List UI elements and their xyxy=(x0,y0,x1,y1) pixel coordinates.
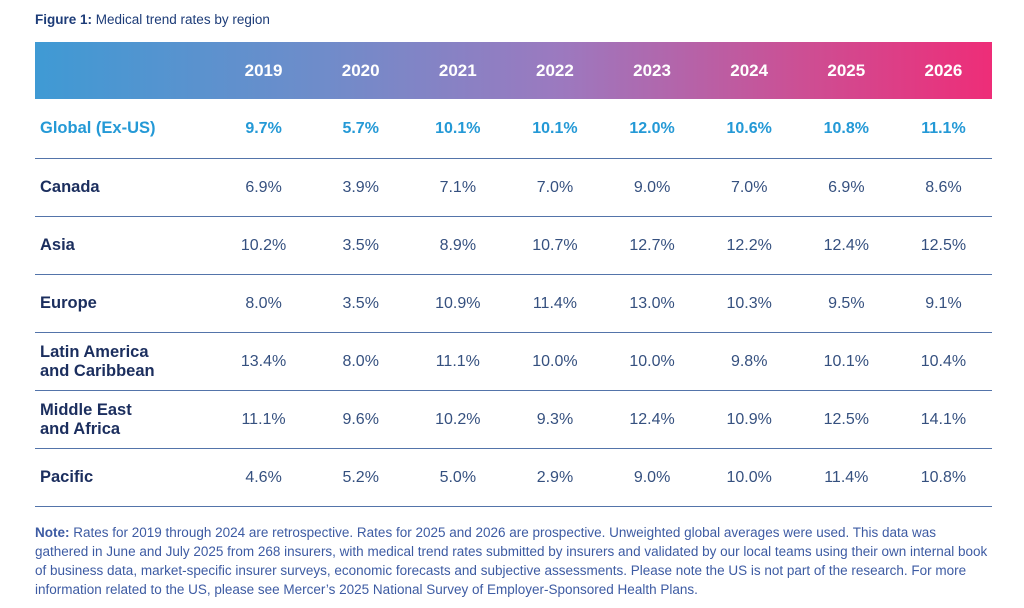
figure-number-label: Figure 1: xyxy=(35,12,93,27)
footnote-label: Note: xyxy=(35,525,70,540)
region-label: Latin America and Caribbean xyxy=(40,342,155,380)
rate-value: 7.0% xyxy=(536,178,574,196)
rate-value: 10.1% xyxy=(532,119,578,137)
rate-value: 7.1% xyxy=(439,178,477,196)
region-label: Middle East and Africa xyxy=(40,400,132,438)
rate-value: 5.0% xyxy=(439,468,477,486)
rate-value: 11.1% xyxy=(435,352,480,370)
rate-value: 5.2% xyxy=(342,468,379,486)
rate-value: 2.9% xyxy=(536,468,574,486)
rate-value: 10.3% xyxy=(726,294,772,312)
rate-value: 9.0% xyxy=(633,178,671,196)
rate-value: 9.8% xyxy=(730,352,768,370)
year-column-header: 2026 xyxy=(924,60,963,80)
table-body: Global (Ex-US) 9.7% 5.7% 10.1% 10.1% 12.0% 10.… xyxy=(35,99,992,507)
rate-value: 10.2% xyxy=(240,236,287,254)
table-header-row: 2019 2020 2021 2022 2023 2024 2025 2026 xyxy=(35,42,992,99)
rate-value: 9.1% xyxy=(925,294,962,312)
rate-value: 9.7% xyxy=(245,119,282,137)
rate-value: 10.0% xyxy=(726,468,772,486)
rate-value: 12.5% xyxy=(823,410,869,428)
region-label: Europe xyxy=(40,294,97,313)
rate-value: 11.4% xyxy=(824,468,869,486)
rate-value: 3.9% xyxy=(342,178,379,196)
rate-value: 10.4% xyxy=(920,352,967,370)
table-row: Asia 10.2% 3.5% 8.9% 10.7% 12.7% 12.2% 12.4% 12.… xyxy=(35,217,992,275)
rate-value: 10.8% xyxy=(920,468,967,486)
rate-value: 12.0% xyxy=(629,119,675,137)
rate-value: 8.0% xyxy=(245,294,282,312)
year-column-header: 2024 xyxy=(730,60,769,80)
medical-trend-table: 2019 2020 2021 2022 2023 2024 2025 2026 Global … xyxy=(35,42,992,507)
figure-caption: Medical trend rates by region xyxy=(92,12,270,27)
figure-title: Figure 1: Medical trend rates by region xyxy=(35,12,992,27)
rate-value: 8.6% xyxy=(925,178,962,196)
rate-value: 11.4% xyxy=(532,294,578,312)
table-row: Middle East and Africa 11.1% 9.6% 10.2% 9.3%… xyxy=(35,391,992,449)
rate-value: 12.4% xyxy=(629,410,675,428)
rate-value: 10.6% xyxy=(726,119,772,137)
rate-value: 8.9% xyxy=(439,236,477,254)
rate-value: 3.5% xyxy=(342,236,379,254)
rate-value: 11.1% xyxy=(241,410,286,428)
year-column-header: 2020 xyxy=(341,60,380,80)
rate-value: 10.0% xyxy=(532,352,578,370)
year-column-header: 2021 xyxy=(438,60,477,80)
rate-value: 6.9% xyxy=(245,178,282,196)
rate-value: 10.8% xyxy=(823,119,869,137)
rate-value: 13.0% xyxy=(629,294,675,312)
table-row: Global (Ex-US) 9.7% 5.7% 10.1% 10.1% 12.0% 10.… xyxy=(35,99,992,159)
region-label: Canada xyxy=(40,178,100,197)
rate-value: 9.3% xyxy=(536,410,574,428)
rate-value: 10.1% xyxy=(823,352,869,370)
rate-value: 14.1% xyxy=(920,410,967,428)
year-column-header: 2022 xyxy=(536,60,574,80)
rate-value: 11.1% xyxy=(921,119,966,137)
rate-value: 13.4% xyxy=(240,352,287,370)
year-column-header: 2023 xyxy=(633,60,671,80)
rate-value: 10.9% xyxy=(726,410,772,428)
rate-value: 8.0% xyxy=(342,352,379,370)
rate-value: 10.0% xyxy=(629,352,675,370)
rate-value: 12.5% xyxy=(920,236,967,254)
rate-value: 4.6% xyxy=(245,468,282,486)
rate-value: 12.4% xyxy=(823,236,869,254)
rate-value: 10.9% xyxy=(435,294,481,312)
rate-value: 10.2% xyxy=(435,410,481,428)
footnote-text: Rates for 2019 through 2024 are retrospe… xyxy=(35,525,988,598)
rate-value: 12.7% xyxy=(629,236,675,254)
region-label: Global (Ex-US) xyxy=(40,119,156,138)
region-label: Pacific xyxy=(40,468,94,487)
table-row: Latin America and Caribbean 13.4% 8.0% 11.1… xyxy=(35,333,992,391)
table-row: Pacific 4.6% 5.2% 5.0% 2.9% 9.0% 10.0% 11.4% 10.… xyxy=(35,449,992,507)
footnote: Note: Rates for 2019 through 2024 are re… xyxy=(35,523,991,600)
year-column-header: 2019 xyxy=(244,60,283,80)
rate-value: 12.2% xyxy=(726,236,772,254)
rate-value: 9.6% xyxy=(342,410,379,428)
rate-value: 5.7% xyxy=(342,119,379,137)
rate-value: 9.0% xyxy=(633,468,671,486)
rate-value: 10.7% xyxy=(532,236,578,254)
table-row: Canada 6.9% 3.9% 7.1% 7.0% 9.0% 7.0% 6.9% 8.6% xyxy=(35,159,992,217)
region-label: Asia xyxy=(40,236,75,255)
rate-value: 3.5% xyxy=(342,294,379,312)
rate-value: 7.0% xyxy=(730,178,768,196)
table-row: Europe 8.0% 3.5% 10.9% 11.4% 13.0% 10.3% 9.5% 9.… xyxy=(35,275,992,333)
rate-value: 6.9% xyxy=(828,178,865,196)
year-column-header: 2025 xyxy=(827,60,866,80)
rate-value: 10.1% xyxy=(435,119,481,137)
rate-value: 9.5% xyxy=(828,294,865,312)
